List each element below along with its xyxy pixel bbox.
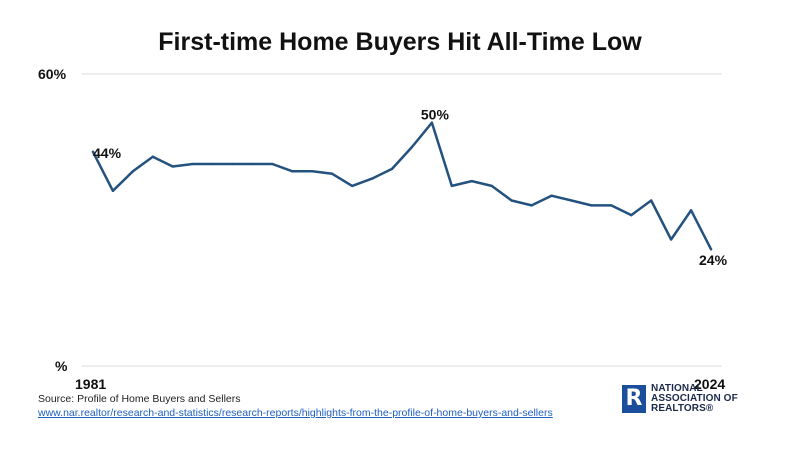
data-point	[370, 177, 374, 180]
data-point	[251, 162, 254, 166]
data-point	[490, 184, 493, 188]
x-tick-label: 2024	[694, 376, 725, 392]
data-point	[171, 165, 174, 168]
data-point	[530, 204, 533, 207]
logo-line-2: ASSOCIATION OF	[651, 393, 738, 404]
data-point	[231, 162, 234, 166]
logo-line-3: REALTORS®	[651, 403, 714, 414]
data-point	[390, 167, 394, 171]
data-point	[211, 162, 214, 166]
data-point	[649, 199, 653, 202]
data-point	[590, 204, 593, 207]
data-point	[331, 172, 334, 175]
data-point	[510, 199, 513, 202]
data-point	[570, 199, 573, 202]
data-point	[131, 170, 135, 173]
data-label: 44%	[93, 145, 122, 161]
data-point	[630, 213, 633, 217]
data-point	[610, 204, 613, 207]
data-point	[709, 248, 713, 251]
source-text: Source: Profile of Home Buyers and Selle…	[38, 393, 241, 405]
data-point	[111, 189, 115, 192]
data-point	[291, 170, 294, 173]
data-point	[410, 145, 414, 149]
nar-logo: R NATIONAL ASSOCIATION OF REALTORS®	[622, 384, 738, 414]
data-point	[430, 121, 434, 124]
data-point	[450, 184, 454, 188]
data-point	[350, 184, 354, 188]
data-point	[151, 155, 155, 158]
x-tick-label: 1981	[75, 376, 106, 392]
y-tick-label: 60%	[38, 66, 67, 82]
logo-wordmark: NATIONAL ASSOCIATION OF REALTORS®	[651, 384, 738, 414]
logo-mark-letter: R	[625, 386, 643, 411]
y-tick-label: %	[55, 358, 68, 374]
data-point	[191, 162, 194, 166]
chart-title: First-time Home Buyers Hit All-Time Low	[158, 28, 642, 56]
data-point	[689, 209, 693, 212]
logo-line-1: NATIONAL	[651, 383, 703, 394]
source-link[interactable]: www.nar.realtor/research-and-statistics/…	[38, 407, 553, 419]
data-point	[550, 194, 553, 197]
data-label: 50%	[421, 107, 450, 123]
data-point	[669, 238, 673, 241]
data-point	[311, 170, 314, 173]
realtor-r-icon: R	[622, 385, 646, 413]
data-label: 24%	[699, 252, 728, 268]
series-line	[91, 121, 713, 251]
data-point	[271, 162, 274, 166]
data-point	[470, 179, 473, 183]
data-point	[91, 150, 95, 154]
